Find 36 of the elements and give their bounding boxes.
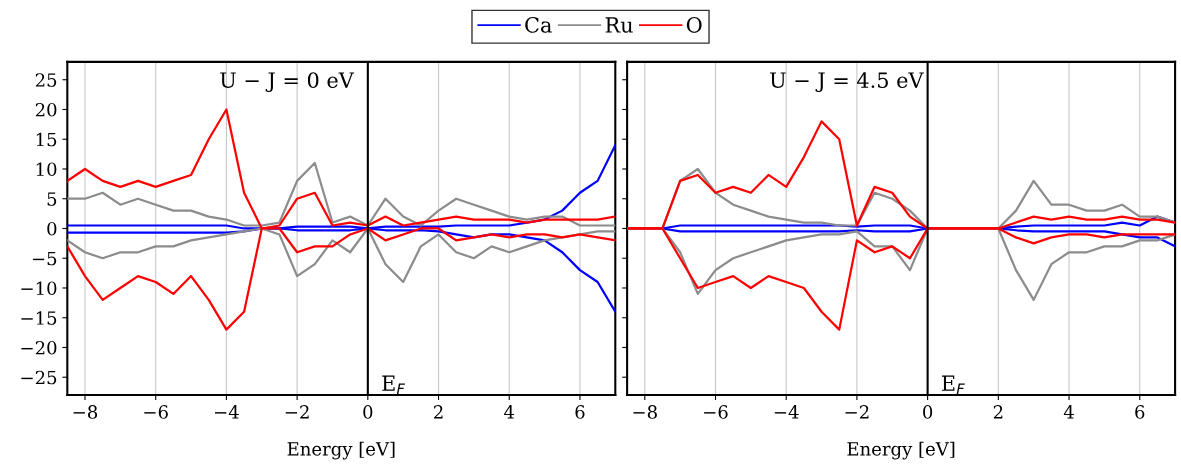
ref-line-label: E$_{F}$ <box>942 375 965 395</box>
annotation: U − J = 4.5 eV <box>770 72 924 93</box>
y-tick-label: −25 <box>21 370 57 385</box>
x-tick-label: 6 <box>1135 405 1145 419</box>
x-tick-label: 6 <box>575 405 585 419</box>
x-tick-label: −6 <box>704 405 728 419</box>
y-tick-label: 15 <box>36 132 57 147</box>
x-tick-label: −6 <box>144 405 168 419</box>
x-tick-label: 2 <box>993 405 1003 419</box>
x-tick-label: 2 <box>434 405 443 419</box>
y-tick-label: 20 <box>35 102 57 117</box>
y-tick-label: 0 <box>47 221 57 236</box>
annotation: U − J = 0 eV <box>220 72 355 93</box>
x-tick-label: −4 <box>215 405 239 419</box>
legend-label: Ca <box>525 17 552 33</box>
legend-label: Ru <box>605 17 633 33</box>
y-tick-label: −10 <box>21 281 57 296</box>
y-tick-label: 5 <box>47 192 57 206</box>
y-tick-label: 10 <box>36 162 57 177</box>
ref-line-label: E$_{F}$ <box>382 375 406 395</box>
x-axis-title: Energy [eV] <box>287 441 395 460</box>
x-tick-label: 4 <box>504 405 515 419</box>
x-tick-label: 4 <box>1063 405 1074 419</box>
legend-label: O <box>686 17 702 33</box>
x-tick-label: −8 <box>73 405 98 419</box>
x-tick-label: 0 <box>923 405 933 419</box>
y-tick-label: −5 <box>32 251 57 266</box>
x-tick-label: 0 <box>363 405 373 419</box>
x-axis-title: Energy [eV] <box>847 441 955 460</box>
x-tick-label: −8 <box>633 405 657 419</box>
y-tick-label: −15 <box>21 311 57 325</box>
y-tick-label: 25 <box>35 73 57 87</box>
x-tick-label: −2 <box>845 405 869 419</box>
y-tick-label: −20 <box>21 340 57 355</box>
x-tick-label: −2 <box>285 405 309 419</box>
x-tick-label: −4 <box>774 405 799 419</box>
